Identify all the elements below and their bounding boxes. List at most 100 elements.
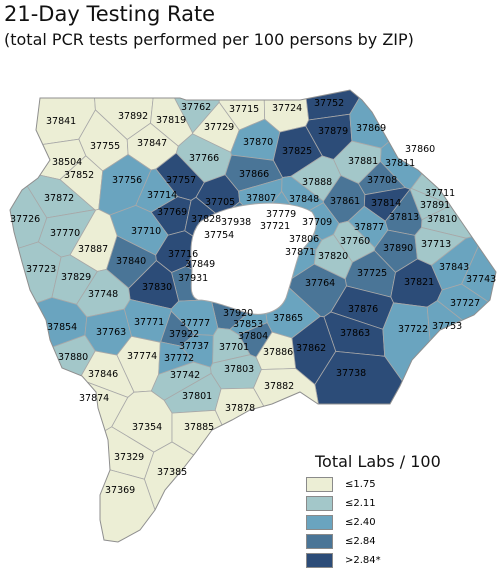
zip-label: 37846 <box>88 369 118 380</box>
zip-label: 37843 <box>439 262 469 273</box>
zip-label: 37769 <box>157 207 187 218</box>
zip-label: 37814 <box>371 198 401 209</box>
zip-area-37869 <box>349 90 421 149</box>
legend-item: >2.84* <box>306 553 381 568</box>
zip-label: 37724 <box>272 103 302 114</box>
zip-label: 37329 <box>114 452 144 463</box>
zip-label: 37892 <box>118 111 148 122</box>
zip-label: 37888 <box>302 177 332 188</box>
zip-label: 37890 <box>383 243 413 254</box>
zip-area-37753 <box>426 300 496 542</box>
zip-label: 37737 <box>179 341 209 352</box>
zip-label: 37849 <box>185 259 215 270</box>
zip-area-37385 <box>143 441 319 542</box>
zip-label: 37872 <box>44 193 74 204</box>
zip-label: 37885 <box>184 422 214 433</box>
zip-label: 37861 <box>330 196 360 207</box>
zip-label: 37755 <box>90 141 120 152</box>
zip-label: 37763 <box>96 327 126 338</box>
zip-label: 37880 <box>58 352 88 363</box>
zip-label: 37754 <box>204 230 234 241</box>
map-subtitle: (total PCR tests performed per 100 perso… <box>4 30 414 49</box>
legend-item: ≤2.40 <box>306 515 376 530</box>
zip-label: 37742 <box>170 370 200 381</box>
legend-item: ≤2.84 <box>306 534 376 549</box>
lake-area <box>190 202 317 315</box>
zip-label: 37891 <box>420 200 450 211</box>
zip-label: 37729 <box>204 122 234 133</box>
zip-label: 37847 <box>137 138 167 149</box>
zip-label: 37879 <box>318 126 348 137</box>
legend-item: ≤1.75 <box>306 477 376 492</box>
zip-label: 37922 <box>169 329 199 340</box>
zip-label: 37821 <box>404 277 434 288</box>
zip-label: 37882 <box>264 381 294 392</box>
zip-label: 37803 <box>224 364 254 375</box>
zip-label: 37829 <box>61 272 91 283</box>
zip-label: 37830 <box>142 282 172 293</box>
zip-label: 37779 <box>266 209 296 220</box>
zip-label: 37887 <box>78 244 108 255</box>
map-title: 21-Day Testing Rate <box>4 2 216 26</box>
zip-label: 37354 <box>132 422 162 433</box>
legend-swatch <box>306 496 333 511</box>
zip-label: 37752 <box>314 98 344 109</box>
zip-label: 37807 <box>246 193 276 204</box>
zip-label: 37772 <box>164 353 194 364</box>
zip-label: 37705 <box>205 197 235 208</box>
zip-label: 37756 <box>112 175 142 186</box>
zip-label: 37869 <box>356 123 386 134</box>
zip-label: 37725 <box>357 268 387 279</box>
zip-label: 37862 <box>296 343 326 354</box>
legend-label: >2.84* <box>345 555 381 566</box>
zip-label: 37881 <box>348 156 378 167</box>
zip-label: 37801 <box>182 391 212 402</box>
zip-label: 37764 <box>305 278 335 289</box>
zip-label: 37753 <box>432 321 462 332</box>
zip-label: 37865 <box>273 313 303 324</box>
zip-label: 37710 <box>131 226 161 237</box>
zip-label: 37743 <box>466 274 496 285</box>
zip-label: 37874 <box>79 393 109 404</box>
zip-label: 37853 <box>233 319 263 330</box>
zip-label: 37766 <box>189 153 219 164</box>
zip-label: 37920 <box>223 308 253 319</box>
legend-item: ≤2.11 <box>306 496 376 511</box>
zip-label: 37841 <box>46 116 76 127</box>
zip-label: 38504 <box>52 157 82 168</box>
zip-label: 37819 <box>156 115 186 126</box>
zip-label: 37738 <box>336 368 366 379</box>
zip-label: 37852 <box>64 170 94 181</box>
zip-label: 37870 <box>243 137 273 148</box>
zip-label: 37886 <box>263 347 293 358</box>
zip-label: 37771 <box>134 317 164 328</box>
zip-label: 37828 <box>191 214 221 225</box>
zip-label: 37871 <box>285 247 315 258</box>
zip-label: 37708 <box>367 175 397 186</box>
zip-label: 37804 <box>238 331 268 342</box>
zip-label: 37385 <box>157 467 187 478</box>
legend-label: ≤1.75 <box>345 479 376 490</box>
zip-label: 37931 <box>178 273 208 284</box>
zip-label: 37820 <box>318 251 348 262</box>
legend-swatch <box>306 553 333 568</box>
zip-label: 37369 <box>105 485 135 496</box>
zip-label: 37726 <box>10 214 40 225</box>
zip-label: 37848 <box>289 194 319 205</box>
zip-label: 37721 <box>260 221 290 232</box>
zip-label: 37714 <box>147 190 177 201</box>
legend-label: ≤2.84 <box>345 536 376 547</box>
region-border <box>9 89 497 543</box>
zip-label: 37810 <box>427 214 457 225</box>
zip-label: 37701 <box>219 342 249 353</box>
zip-label: 37854 <box>47 322 77 333</box>
zip-label: 37840 <box>116 256 146 267</box>
zip-label: 37774 <box>127 351 157 362</box>
zip-label: 37770 <box>50 228 80 239</box>
zip-label: 37722 <box>398 324 428 335</box>
legend-swatch <box>306 515 333 530</box>
legend-swatch <box>306 534 333 549</box>
zip-label: 37723 <box>26 264 56 275</box>
zip-label: 37938 <box>221 217 251 228</box>
